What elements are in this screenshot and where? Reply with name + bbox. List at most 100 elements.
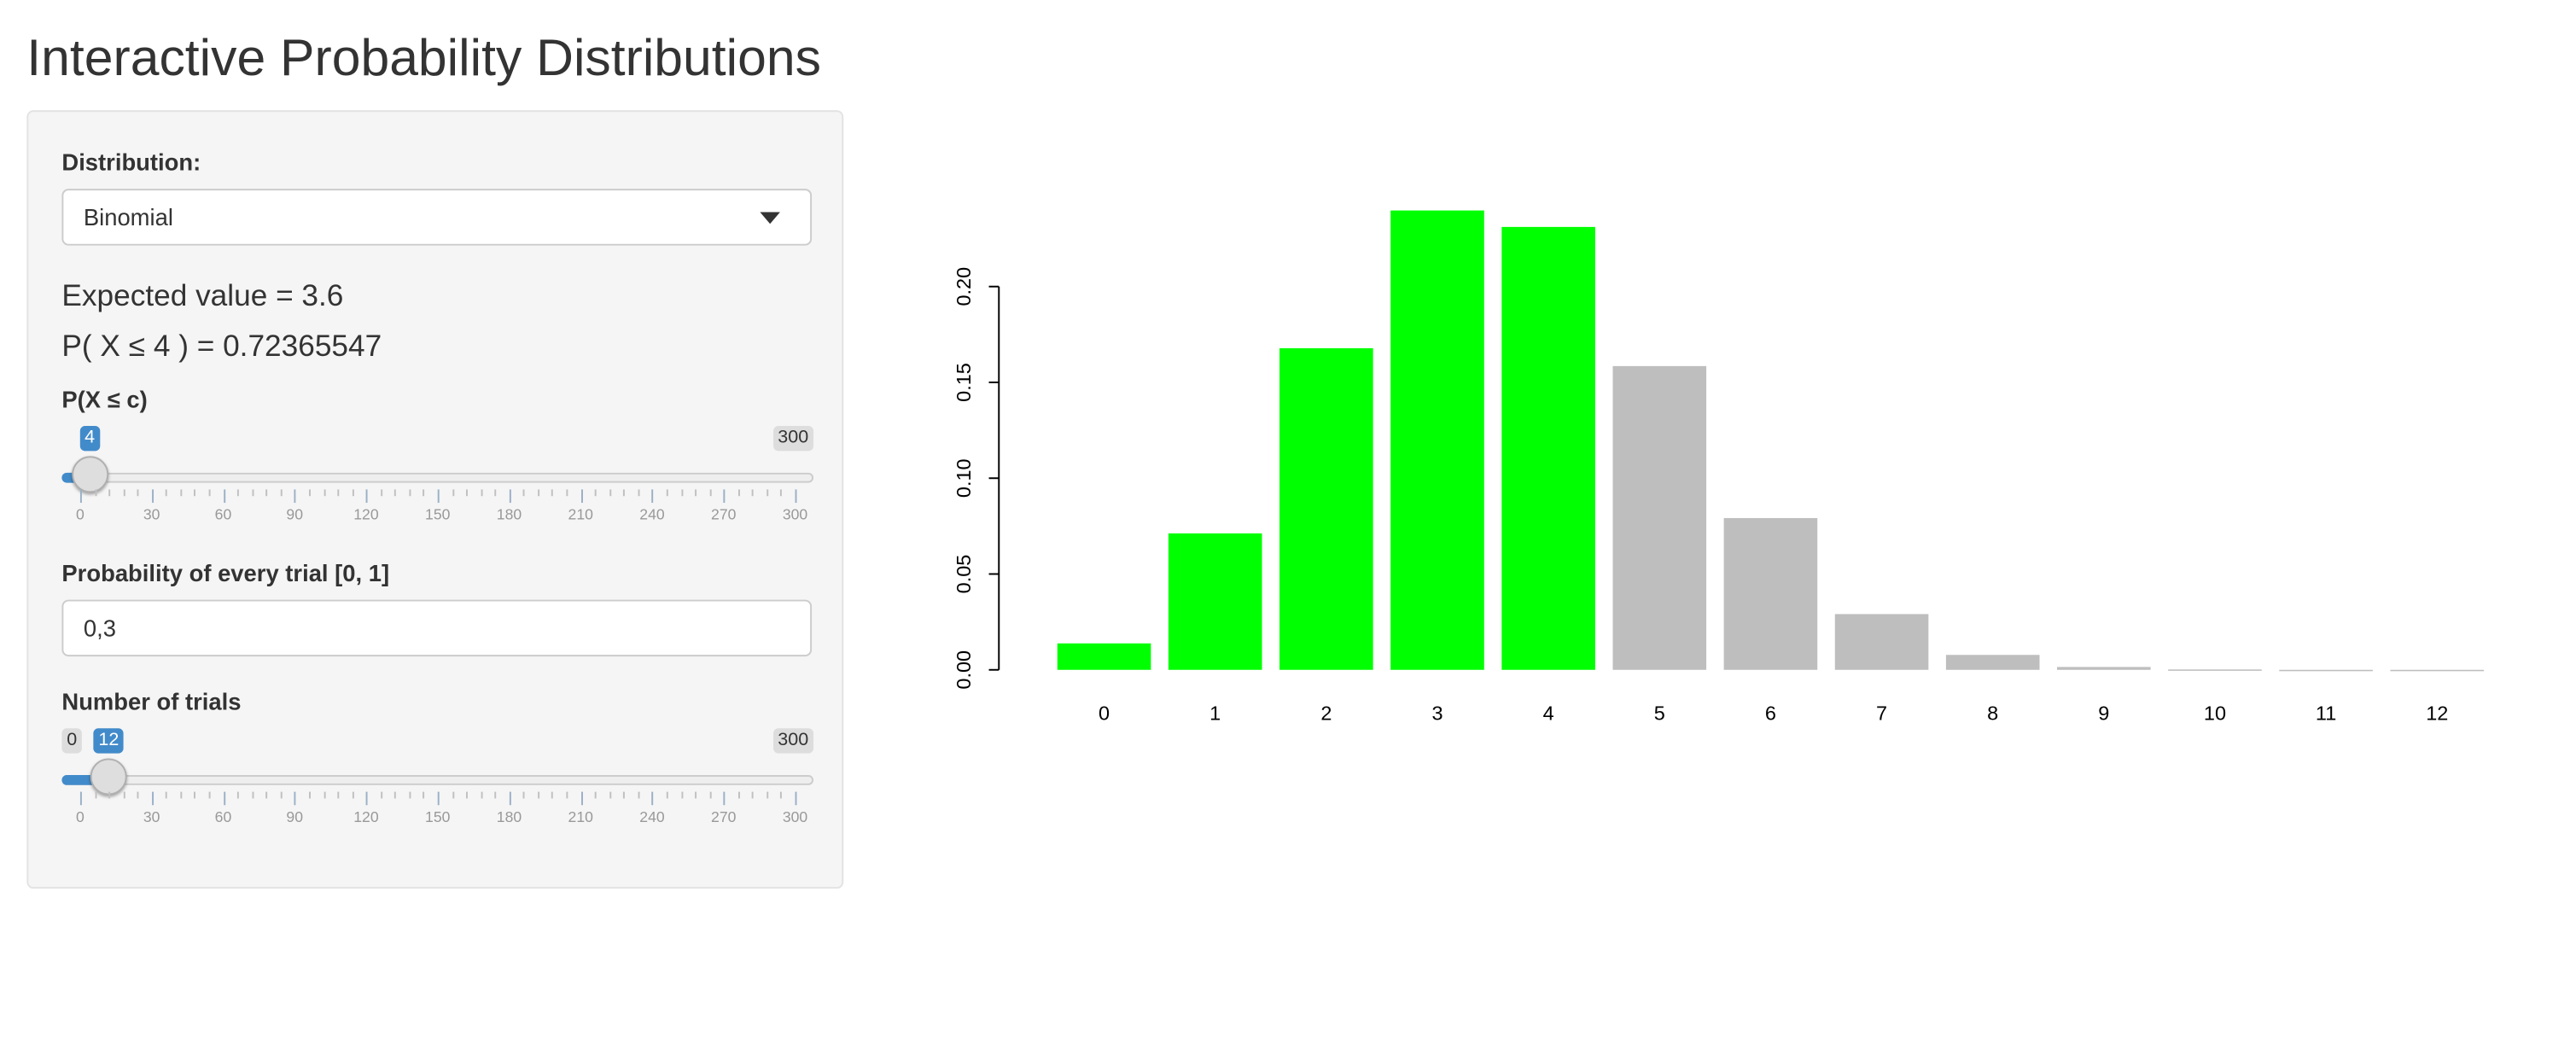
slider-grid-tick: [265, 489, 268, 497]
slider-grid-tick: [580, 791, 583, 806]
slider-grid-tick: [308, 489, 311, 497]
slider-grid-tick: [137, 791, 139, 799]
slider-grid-tick: [723, 791, 726, 806]
slider-grid-tick: [651, 791, 654, 806]
slider-grid-label: 30: [143, 808, 160, 825]
slider-handle[interactable]: [71, 456, 108, 493]
slider-track[interactable]: [61, 775, 814, 785]
slider-grid-tick: [737, 489, 740, 497]
slider-grid-tick: [294, 791, 297, 806]
trials-slider[interactable]: 0 300 12 0 30 60 90 120 150 180 210 240 270 300: [61, 728, 814, 829]
slider-grid-tick: [323, 791, 325, 799]
y-tick-label: 0.15: [953, 363, 975, 402]
trial-probability-input[interactable]: [83, 615, 785, 642]
slider-grid-tick: [566, 791, 568, 799]
slider-grid-tick: [509, 489, 511, 504]
bar-8: [1945, 655, 2040, 670]
slider-grid-tick: [452, 791, 454, 799]
slider-grid-tick: [308, 791, 311, 799]
slider-grid-tick: [680, 489, 683, 497]
slider-grid-label: 270: [711, 808, 737, 825]
slider-grid-label: 210: [568, 808, 593, 825]
slider-grid-tick: [394, 791, 397, 799]
slider-grid-tick: [523, 791, 526, 799]
cumulative-probability-text: P( X ≤ 4 ) = 0.72365547: [61, 329, 382, 363]
bar-2: [1279, 348, 1373, 670]
slider-grid-tick: [79, 489, 82, 504]
slider-grid-tick: [380, 791, 382, 799]
slider-grid-tick: [337, 489, 340, 497]
c-slider[interactable]: 300 4 0 30 60 90 120 150 180 210 240 270 300: [61, 426, 814, 526]
slider-grid-label: 60: [214, 808, 232, 825]
x-tick-label: 3: [1431, 702, 1442, 724]
slider-grid-tick: [409, 489, 411, 497]
slider-grid-tick: [137, 489, 139, 497]
probability-bar-chart: 0.000.050.100.150.200 1 2 3 4 5 6 7 8 9 10 11 12: [953, 210, 2485, 724]
y-tick-label: 0.10: [953, 458, 975, 498]
slider-max-label: 300: [772, 426, 814, 452]
slider-grid-tick: [123, 489, 125, 497]
slider-grid-tick: [180, 489, 183, 497]
y-tick-label: 0.05: [953, 555, 975, 594]
slider-grid-tick: [108, 489, 111, 497]
slider-grid-tick: [494, 791, 497, 799]
y-tick-label: 0.20: [953, 267, 975, 306]
slider-grid-tick: [437, 489, 440, 504]
slider-grid-tick: [623, 489, 626, 497]
slider-grid-tick: [452, 489, 454, 497]
slider-grid-label: 180: [496, 505, 522, 523]
slider-grid-tick: [780, 489, 783, 497]
slider-handle[interactable]: [90, 758, 127, 796]
slider-grid-tick: [237, 791, 240, 799]
slider-grid-tick: [251, 791, 254, 799]
slider-grid-tick: [537, 489, 539, 497]
slider-grid-tick: [79, 791, 82, 806]
distribution-select[interactable]: Binomial: [61, 189, 813, 246]
slider-grid-label: 90: [286, 505, 303, 523]
slider-grid-label: 300: [782, 505, 808, 523]
slider-grid-tick: [166, 791, 168, 799]
slider-min-label: 0: [61, 728, 83, 754]
slider-grid-label: 240: [639, 808, 665, 825]
slider-grid-tick: [723, 489, 726, 504]
slider-grid-tick: [708, 791, 711, 799]
slider-grid-tick: [123, 791, 125, 799]
slider-grid-tick: [151, 489, 154, 504]
slider-grid: 0 30 60 90 120 150 180 210 240 270 300: [61, 791, 813, 829]
slider-grid-tick: [623, 791, 626, 799]
slider-grid-label: 0: [76, 505, 85, 523]
slider-grid-label: 270: [711, 505, 737, 523]
slider-grid-tick: [680, 791, 683, 799]
c-slider-label: P(X ≤ c): [61, 386, 148, 413]
distribution-label: Distribution:: [61, 149, 201, 176]
slider-grid-tick: [294, 489, 297, 504]
slider-grid-tick: [795, 791, 797, 806]
slider-grid-tick: [594, 791, 597, 799]
bar-7: [1834, 614, 1929, 670]
expected-value-text: Expected value = 3.6: [61, 278, 344, 312]
slider-grid-tick: [551, 489, 554, 497]
slider-grid-tick: [766, 489, 768, 497]
bar-3: [1390, 210, 1484, 670]
slider-grid-tick: [766, 791, 768, 799]
bar-11: [2279, 669, 2373, 672]
slider-grid-tick: [337, 791, 340, 799]
x-tick-label: 2: [1320, 702, 1332, 724]
bar-4: [1501, 226, 1595, 670]
slider-grid-tick: [223, 489, 225, 504]
trial-probability-field[interactable]: [61, 599, 813, 657]
x-tick-label: 1: [1209, 702, 1221, 724]
slider-grid-tick: [480, 489, 482, 497]
slider-track[interactable]: [61, 472, 814, 483]
trial-probability-label: Probability of every trial [0, 1]: [61, 559, 390, 586]
x-tick-label: 5: [1654, 702, 1665, 724]
x-tick-label: 11: [2316, 702, 2336, 724]
slider-max-label: 300: [772, 728, 814, 754]
slider-grid-tick: [251, 489, 254, 497]
slider-grid-tick: [551, 791, 554, 799]
slider-grid-tick: [194, 791, 196, 799]
slider-grid-tick: [365, 791, 368, 806]
distribution-selected-value: Binomial: [83, 203, 173, 231]
bar-12: [2390, 669, 2485, 672]
bar-1: [1168, 533, 1262, 670]
